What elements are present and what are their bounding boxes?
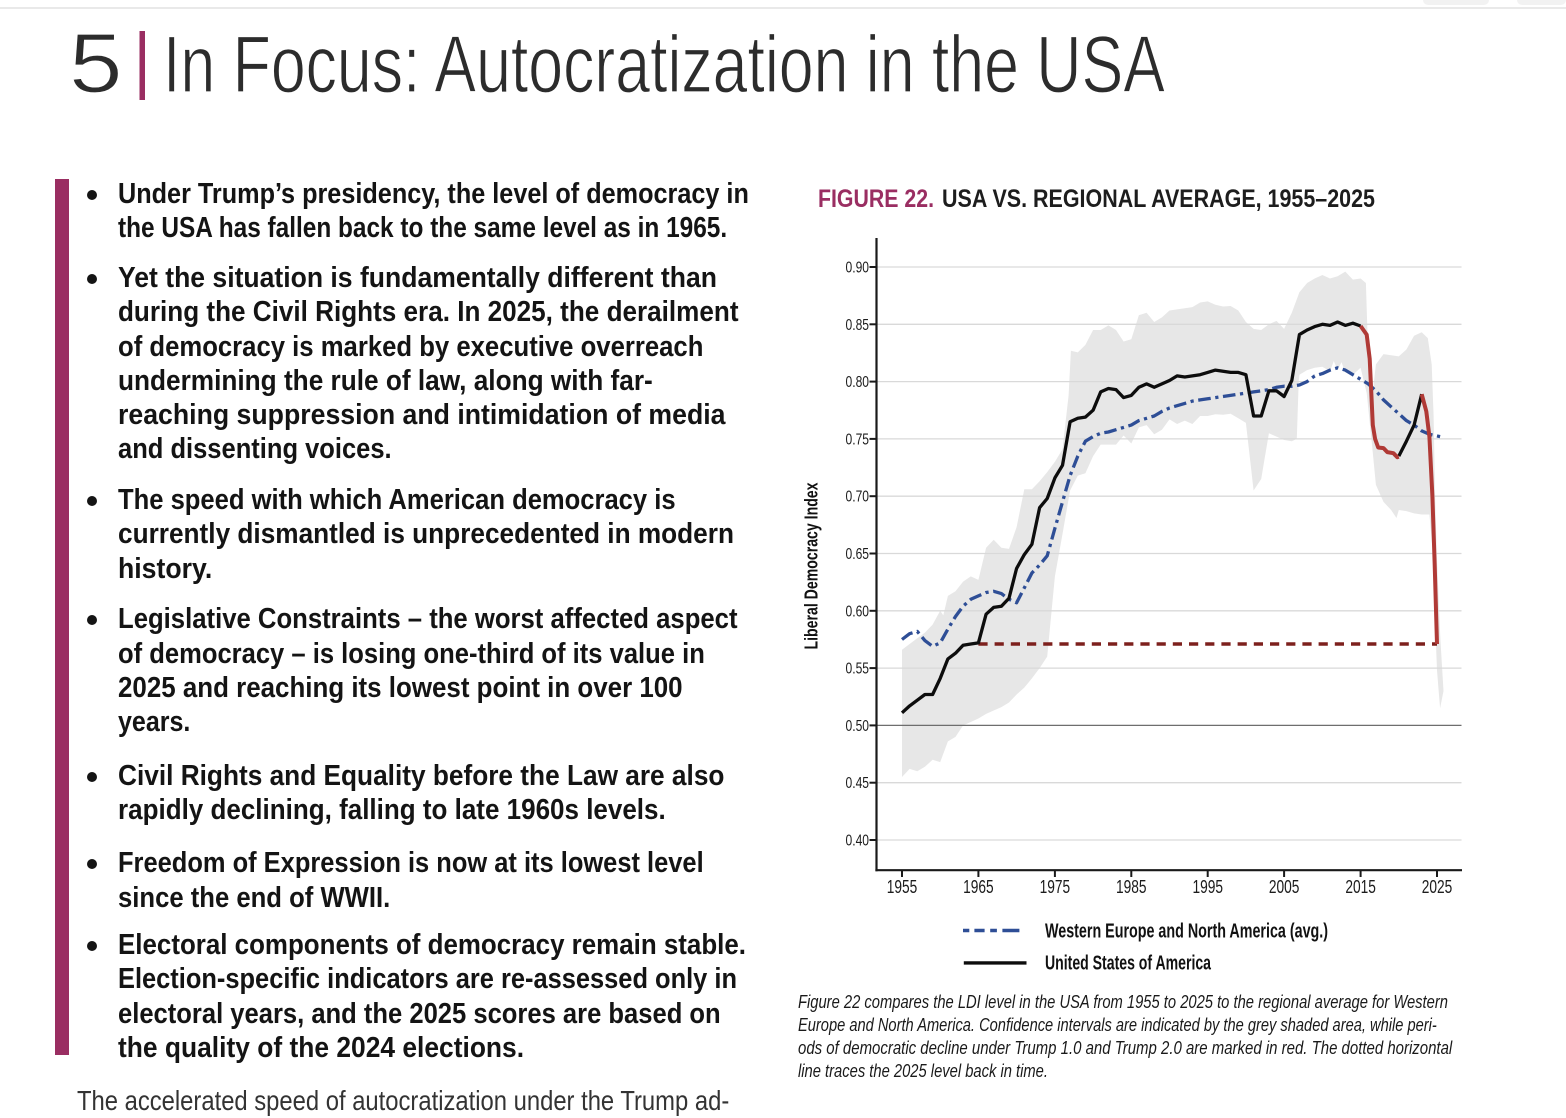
svg-text:2005: 2005 — [1269, 877, 1300, 897]
svg-text:0.75: 0.75 — [846, 431, 870, 448]
svg-text:Liberal Democracy Index: Liberal Democracy Index — [802, 483, 822, 650]
svg-text:0.80: 0.80 — [846, 374, 870, 391]
svg-text:0.70: 0.70 — [846, 489, 870, 506]
svg-text:0.65: 0.65 — [846, 546, 870, 563]
svg-text:1955: 1955 — [887, 877, 918, 897]
svg-text:1995: 1995 — [1192, 877, 1223, 897]
svg-text:0.55: 0.55 — [846, 661, 870, 678]
svg-text:1975: 1975 — [1040, 877, 1071, 897]
svg-text:2015: 2015 — [1345, 877, 1376, 897]
svg-text:0.85: 0.85 — [846, 317, 870, 334]
svg-text:In Focus: Autocratization in t: In Focus: Autocratization in the USA — [163, 20, 1165, 110]
svg-text:0.40: 0.40 — [846, 833, 870, 850]
svg-text:Western Europe and North Ameri: Western Europe and North America (avg.) — [1045, 920, 1328, 942]
svg-text:0.60: 0.60 — [846, 603, 870, 620]
svg-text:0.45: 0.45 — [846, 775, 870, 792]
svg-text:0.50: 0.50 — [846, 718, 870, 735]
svg-text:0.90: 0.90 — [846, 260, 870, 277]
svg-text:FIGURE 22.: FIGURE 22. — [818, 186, 934, 213]
svg-text:United States of America: United States of America — [1045, 953, 1211, 975]
svg-text:1965: 1965 — [963, 877, 994, 897]
svg-text:1985: 1985 — [1116, 877, 1147, 897]
svg-text:USA VS. REGIONAL AVERAGE, 1955: USA VS. REGIONAL AVERAGE, 1955–2025 — [942, 186, 1375, 213]
svg-text:2025: 2025 — [1422, 877, 1453, 897]
svg-text:5: 5 — [69, 16, 123, 110]
